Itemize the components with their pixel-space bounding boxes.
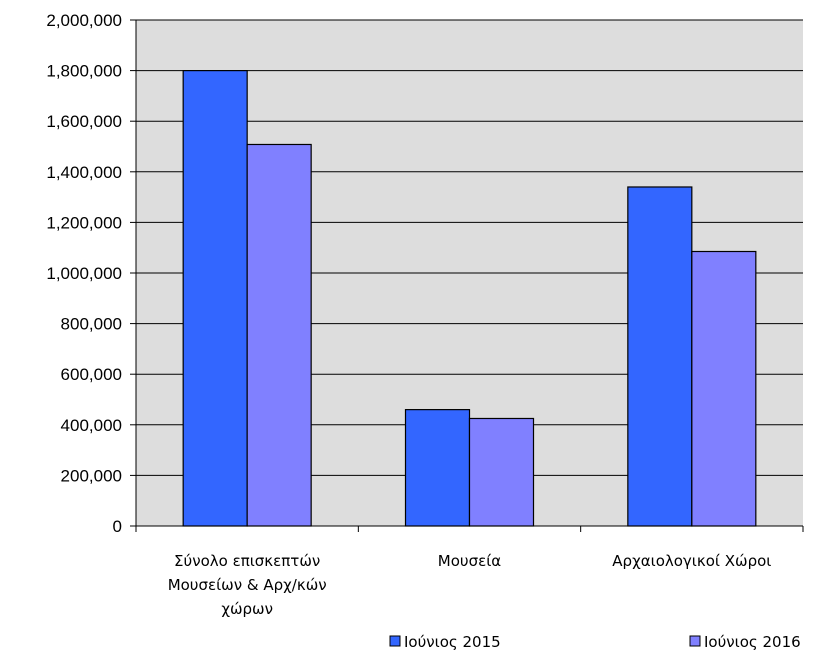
legend: Ιούνιος 2015 Ιούνιος 2016 <box>389 633 801 651</box>
x-tick-label: Σύνολο επισκεπτών Μουσείων & Αρχ/κών χώρων <box>168 552 327 618</box>
legend-label: Ιούνιος 2015 <box>404 633 501 651</box>
bars <box>182 69 757 527</box>
bar-1-1 <box>182 69 248 527</box>
y-tick-label: 600,000 <box>61 365 122 384</box>
y-tick-label: 0 <box>113 517 122 536</box>
legend-label: Ιούνιος 2016 <box>704 633 801 651</box>
bar-1-2 <box>404 409 471 527</box>
y-tick-label: 1,400,000 <box>46 163 122 182</box>
y-tick-label: 1,800,000 <box>46 62 122 81</box>
y-tick-label: 1,200,000 <box>46 213 122 232</box>
bar-2-1 <box>246 143 312 527</box>
legend-swatch <box>389 635 401 647</box>
axes <box>130 19 804 532</box>
bar-1-3 <box>627 186 693 527</box>
x-tick-label: Μουσεία <box>438 552 501 570</box>
bar-2-2 <box>468 417 535 527</box>
y-tick-label: 200,000 <box>61 466 122 485</box>
x-tick-labels: Σύνολο επισκεπτών Μουσείων & Αρχ/κών χώρων… <box>168 552 772 618</box>
y-tick-label: 800,000 <box>61 315 122 334</box>
x-tick-label: Αρχαιολογικοί Χώροι <box>612 552 771 570</box>
y-tick-label: 400,000 <box>61 416 122 435</box>
y-tick-label: 2,000,000 <box>46 11 122 30</box>
legend-swatch <box>689 635 701 647</box>
y-tick-labels: 0 200,000 400,000 600,000 800,000 1,000,000 1,… <box>46 11 122 536</box>
y-tick-label: 1,000,000 <box>46 264 122 283</box>
y-tick-label: 1,600,000 <box>46 112 122 131</box>
bar-2-3 <box>691 250 757 527</box>
